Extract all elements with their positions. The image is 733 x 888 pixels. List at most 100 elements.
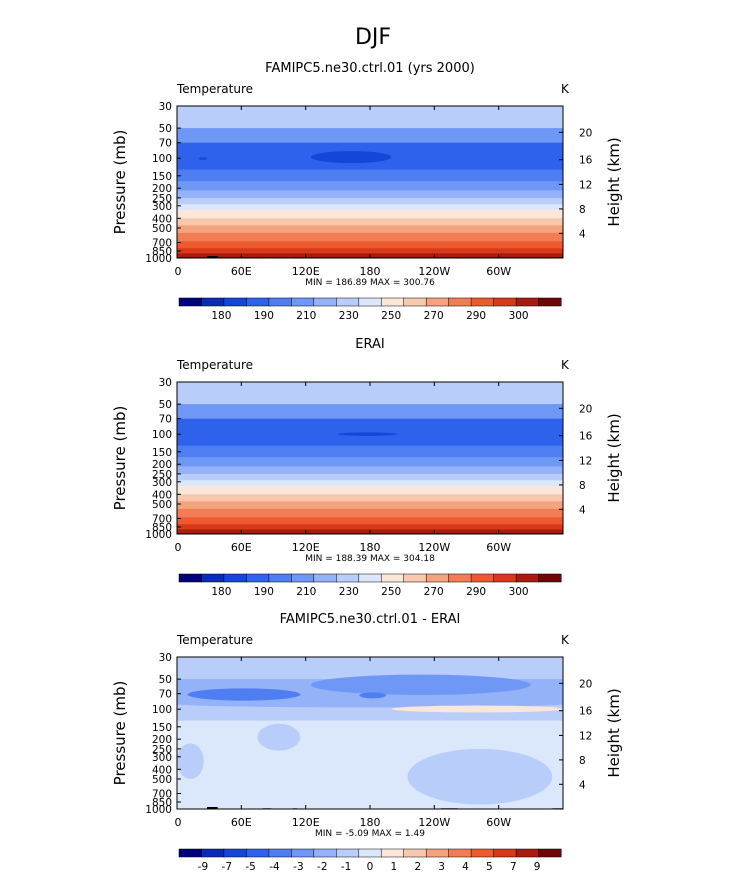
colorbar-swatch	[470, 297, 495, 307]
colorbar-swatch	[313, 297, 337, 307]
y-right-tick-label: 8	[579, 755, 586, 767]
contour-band	[177, 434, 563, 447]
y-tick-label: 400	[152, 213, 172, 225]
x-tick-label: 120W	[418, 541, 450, 554]
chart-title: FAMIPC5.ne30.ctrl.01 - ERAI	[280, 612, 461, 627]
colorbar-label: 190	[254, 310, 274, 322]
contour-band	[177, 232, 563, 242]
y-tick-label: 70	[159, 414, 172, 426]
y-tick-label: 250	[152, 744, 172, 756]
y-right-tick-label: 16	[579, 155, 593, 167]
y-axis-title: Pressure (mb)	[111, 130, 129, 235]
x-tick-label: 60E	[231, 265, 252, 278]
contour-feature	[198, 157, 207, 160]
colorbar-label: 7	[510, 861, 517, 873]
contour-band	[177, 445, 563, 458]
colorbar-label: -5	[245, 861, 255, 873]
y-tick-label: 250	[152, 469, 172, 481]
contour-band	[177, 128, 563, 144]
colorbar-swatch	[336, 848, 360, 858]
y-right-tick-label: 4	[579, 504, 586, 516]
colorbar-swatch	[448, 573, 472, 583]
colorbar-label: 290	[466, 310, 486, 322]
y-tick-label: 1000	[145, 529, 172, 541]
y-tick-label: 100	[152, 429, 172, 441]
colorbar-label: -9	[198, 861, 208, 873]
colorbar-label: 180	[211, 586, 231, 598]
colorbar-label: 270	[424, 586, 444, 598]
colorbar-swatch	[268, 573, 292, 583]
y-tick-label: 850	[152, 797, 172, 809]
colorbar-swatch	[336, 573, 360, 583]
colorbar-label: 3	[438, 861, 445, 873]
y-tick-label: 500	[152, 223, 172, 235]
colorbar-label: 230	[339, 586, 359, 598]
colorbar-swatch	[425, 848, 450, 858]
y-tick-label: 700	[152, 789, 172, 801]
contour-band	[177, 517, 563, 525]
contour-band	[177, 106, 563, 129]
y-tick-label: 300	[152, 477, 172, 489]
x-tick-label: 0	[175, 541, 182, 554]
colorbar-label: -1	[341, 861, 351, 873]
colorbar-label: 290	[466, 586, 486, 598]
contour-band	[177, 158, 563, 171]
y-tick-label: 50	[159, 123, 172, 135]
topography	[207, 807, 218, 809]
y-axis-title: Pressure (mb)	[111, 681, 129, 786]
units-label: K	[561, 358, 570, 372]
y-right-tick-label: 20	[579, 403, 592, 415]
colorbar-swatch	[313, 848, 337, 858]
min-max-stats: MIN = -5.09 MAX = 1.49	[315, 829, 425, 839]
x-tick-label: 180	[360, 265, 381, 278]
contour-band	[177, 190, 563, 199]
contour-band	[177, 457, 563, 467]
colorbar-swatch	[493, 573, 517, 583]
colorbar-swatch	[493, 848, 517, 858]
colorbar-label: 300	[509, 310, 529, 322]
y-right-axis-title: Height (km)	[605, 137, 623, 226]
contour-band	[177, 473, 563, 481]
y-tick-label: 300	[152, 752, 172, 764]
y-tick-label: 250	[152, 193, 172, 205]
colorbar-swatch	[515, 297, 540, 307]
colorbar-label: 270	[424, 310, 444, 322]
colorbar-label: 9	[534, 861, 541, 873]
colorbar-swatch	[178, 848, 203, 858]
colorbar-label: 1	[391, 861, 398, 873]
chart-panel-1: FAMIPC5.ne30.ctrl.01 (yrs 2000) Temperatu…	[111, 61, 623, 322]
x-tick-label: 120E	[292, 541, 320, 554]
colorbar-swatch	[223, 573, 247, 583]
colorbar-label: 2	[414, 861, 421, 873]
y-tick-label: 300	[152, 201, 172, 213]
colorbar-label: -4	[269, 861, 280, 873]
y-right-tick-label: 12	[579, 179, 592, 191]
colorbar-swatch	[403, 573, 427, 583]
colorbar-swatch	[223, 297, 247, 307]
x-tick-label: 60W	[486, 541, 511, 554]
contour-feature	[391, 705, 563, 713]
colorbar-label: 0	[367, 861, 374, 873]
units-label: K	[561, 633, 570, 647]
topography	[207, 256, 218, 258]
contour-band	[177, 501, 563, 510]
y-right-tick-label: 12	[579, 455, 592, 467]
y-right-tick-label: 4	[579, 228, 586, 240]
contour-feature	[311, 674, 531, 695]
y-axis-title: Pressure (mb)	[111, 406, 129, 511]
contour-feature	[337, 432, 397, 436]
y-tick-label: 50	[159, 674, 172, 686]
colorbar-swatch	[246, 297, 270, 307]
colorbar-label: 190	[254, 586, 274, 598]
colorbar-swatch	[515, 573, 540, 583]
y-tick-label: 850	[152, 522, 172, 534]
y-tick-label: 500	[152, 774, 172, 786]
contour-band	[177, 241, 563, 249]
y-right-tick-label: 20	[579, 678, 592, 690]
y-tick-label: 1000	[145, 253, 172, 265]
colorbar-swatch	[515, 848, 540, 858]
y-tick-label: 70	[159, 138, 172, 150]
y-tick-label: 30	[159, 652, 172, 664]
colorbar-swatch	[538, 848, 562, 858]
colorbar-swatch	[246, 573, 270, 583]
